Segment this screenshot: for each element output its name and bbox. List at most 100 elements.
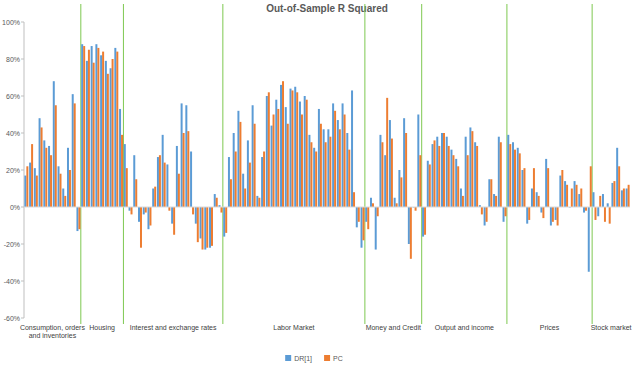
bar — [149, 207, 151, 226]
bar — [533, 168, 535, 207]
y-axis — [24, 22, 25, 318]
bar — [86, 61, 88, 207]
bar — [83, 46, 85, 207]
bar — [574, 181, 576, 207]
group-separator — [80, 4, 81, 324]
bar — [157, 157, 159, 207]
bar — [536, 192, 538, 207]
bar — [239, 122, 241, 207]
y-tick-label: 40% — [6, 130, 20, 137]
bar — [621, 190, 623, 207]
bar — [386, 98, 388, 207]
bar — [531, 189, 533, 208]
bar — [299, 102, 301, 207]
bar — [325, 142, 327, 207]
bar — [481, 207, 483, 214]
bar — [315, 152, 317, 208]
bar — [628, 185, 630, 207]
group-label-line: Housing — [89, 324, 115, 332]
bar — [576, 185, 578, 207]
bar — [235, 152, 237, 208]
bar — [29, 163, 31, 207]
bar — [332, 103, 334, 207]
bar — [247, 140, 249, 207]
bar — [273, 115, 275, 208]
bar — [429, 164, 431, 207]
bar — [206, 207, 208, 248]
bar — [91, 46, 93, 207]
bar — [133, 155, 135, 207]
group-label: Labor Market — [273, 324, 314, 331]
bar — [323, 129, 325, 207]
bar — [500, 142, 502, 207]
bar — [486, 207, 488, 222]
bar — [140, 207, 142, 248]
bar — [493, 194, 495, 207]
bar — [365, 207, 367, 222]
bar — [626, 189, 628, 208]
bar — [304, 96, 306, 207]
group-label: Consumption, ordersand inventories — [20, 324, 85, 339]
group-label-line: and inventories — [29, 332, 77, 339]
y-tick-label: 100% — [2, 19, 20, 26]
legend-label: PC — [333, 355, 343, 362]
bar — [181, 103, 183, 207]
bar — [192, 207, 194, 214]
bar — [256, 196, 258, 207]
bar — [588, 207, 590, 272]
bar — [467, 155, 469, 207]
bar — [216, 198, 218, 207]
bar — [465, 137, 467, 207]
bar — [48, 146, 50, 207]
bar — [290, 89, 292, 207]
bar — [552, 207, 554, 222]
bar — [166, 164, 168, 207]
bar — [419, 155, 421, 207]
bar — [398, 170, 400, 207]
bar — [154, 187, 156, 207]
bar — [296, 92, 298, 207]
bar — [517, 148, 519, 207]
bar — [225, 207, 227, 233]
bar — [391, 139, 393, 207]
bar — [370, 198, 372, 207]
bar — [209, 207, 211, 248]
bar — [604, 207, 606, 222]
bar — [100, 55, 102, 207]
y-tick-label: 80% — [6, 56, 20, 63]
bar — [375, 207, 377, 250]
group-label-line: Consumption, orders — [20, 324, 85, 332]
bar — [313, 148, 315, 207]
bar — [162, 135, 164, 207]
bar — [39, 118, 41, 207]
bar — [434, 140, 436, 207]
bar — [623, 189, 625, 208]
bar — [275, 100, 277, 207]
bar — [476, 146, 478, 207]
bar — [329, 137, 331, 207]
bar — [427, 161, 429, 207]
bar — [55, 105, 57, 207]
bar — [327, 129, 329, 207]
bar — [443, 133, 445, 207]
bar — [377, 207, 379, 216]
bar — [242, 174, 244, 207]
bar — [287, 124, 289, 207]
y-tick-label: -60% — [4, 315, 20, 322]
bar — [334, 111, 336, 207]
bar — [381, 142, 383, 207]
bar — [540, 207, 542, 213]
bar — [36, 176, 38, 207]
bar — [145, 207, 147, 213]
bar — [490, 179, 492, 207]
bar — [356, 207, 358, 227]
bar — [214, 194, 216, 207]
bar — [176, 146, 178, 207]
bar — [498, 137, 500, 207]
legend: DR[1]PC — [285, 355, 343, 363]
bar — [129, 207, 131, 211]
bar — [119, 109, 121, 207]
bar — [168, 207, 170, 211]
bar — [448, 146, 450, 207]
y-tick-label: 0% — [10, 204, 20, 211]
